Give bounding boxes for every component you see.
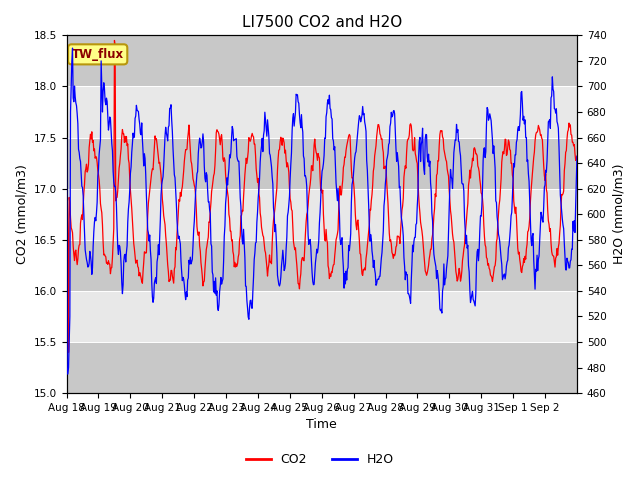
Bar xyxy=(67,240,577,291)
Y-axis label: H2O (mmol/m3): H2O (mmol/m3) xyxy=(612,164,625,264)
X-axis label: Time: Time xyxy=(307,419,337,432)
Y-axis label: CO2 (mmol/m3): CO2 (mmol/m3) xyxy=(15,164,28,264)
Title: LI7500 CO2 and H2O: LI7500 CO2 and H2O xyxy=(242,15,402,30)
Bar xyxy=(67,138,577,189)
Bar xyxy=(67,342,577,393)
Text: TW_flux: TW_flux xyxy=(72,48,124,61)
Bar xyxy=(67,36,577,86)
Legend: CO2, H2O: CO2, H2O xyxy=(241,448,399,471)
